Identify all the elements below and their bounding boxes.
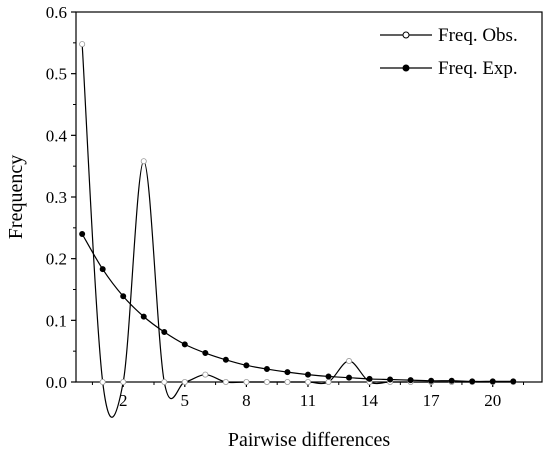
data-point-freq-exp	[140, 313, 147, 320]
y-tick-label: 0.0	[46, 373, 67, 392]
legend-label-freq-obs: Freq. Obs.	[438, 25, 518, 46]
y-tick-label: 0.3	[46, 188, 67, 207]
data-point-freq-exp	[346, 374, 353, 381]
data-point-freq-exp	[243, 362, 250, 369]
data-point-freq-obs	[202, 371, 209, 378]
data-point-freq-exp	[181, 341, 188, 348]
data-point-freq-exp	[510, 378, 517, 385]
data-point-freq-obs	[161, 378, 168, 385]
legend-marker-freq-obs	[402, 31, 410, 39]
legend: Freq. Obs. Freq. Exp.	[380, 25, 518, 79]
y-tick-label: 0.2	[46, 250, 67, 269]
series-line-freq-exp	[81, 233, 514, 383]
y-tick-label: 0.6	[46, 3, 67, 22]
data-point-freq-exp	[161, 329, 168, 336]
data-point-freq-exp	[99, 266, 106, 273]
y-tick-label: 0.1	[46, 311, 67, 330]
y-tick-label: 0.4	[46, 126, 68, 145]
axis-ticks: 0.0 0.1 0.2 0.3 0.4 0.5 0.6 2 5 8 11 14 17 20	[46, 3, 525, 410]
x-tick-label: 8	[242, 391, 251, 410]
data-point-freq-exp	[304, 371, 311, 378]
data-point-freq-exp	[448, 377, 455, 384]
data-point-freq-obs	[346, 358, 353, 365]
data-point-freq-exp	[325, 373, 332, 380]
series-line-freq-obs	[81, 44, 514, 418]
data-point-freq-obs	[99, 378, 106, 385]
data-point-freq-obs	[263, 378, 270, 385]
data-point-freq-exp	[366, 375, 373, 382]
data-point-freq-exp	[387, 376, 394, 383]
data-point-freq-exp	[120, 293, 127, 300]
data-point-freq-obs	[243, 378, 250, 385]
x-tick-label: 11	[300, 391, 316, 410]
x-tick-label: 20	[484, 391, 501, 410]
x-tick-label: 17	[423, 391, 441, 410]
data-point-freq-obs	[120, 378, 127, 385]
x-tick-label: 5	[181, 391, 190, 410]
data-point-freq-obs	[304, 378, 311, 385]
series-layer	[79, 41, 517, 418]
x-tick-label: 14	[361, 391, 379, 410]
data-point-freq-exp	[469, 378, 476, 385]
data-point-freq-exp	[79, 230, 86, 237]
y-tick-label: 0.5	[46, 65, 67, 84]
data-point-freq-exp	[202, 350, 209, 357]
x-axis-label: Pairwise differences	[228, 429, 391, 451]
data-point-freq-exp	[407, 377, 414, 384]
data-point-freq-obs	[181, 378, 188, 385]
x-tick-label: 2	[119, 391, 128, 410]
data-point-freq-obs	[79, 41, 86, 48]
y-axis-label: Frequency	[5, 155, 27, 239]
data-point-freq-obs	[284, 378, 291, 385]
data-point-freq-exp	[428, 377, 435, 384]
data-point-freq-exp	[263, 366, 270, 373]
data-point-freq-exp	[222, 356, 229, 363]
data-point-freq-exp	[284, 369, 291, 376]
legend-label-freq-exp: Freq. Exp.	[438, 58, 518, 79]
legend-marker-freq-exp	[402, 64, 410, 72]
data-point-freq-exp	[489, 378, 496, 385]
data-point-freq-obs	[140, 158, 147, 165]
data-point-freq-obs	[222, 378, 229, 385]
data-point-freq-obs	[325, 378, 332, 385]
